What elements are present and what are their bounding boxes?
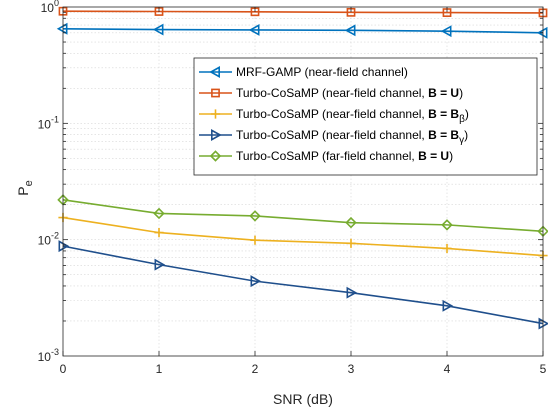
x-tick-label: 2 [252,362,259,376]
series-1 [56,22,548,39]
data-point [58,240,70,253]
y-tick-label: 10-2 [38,231,59,248]
series-line [62,199,544,233]
series-line [62,10,544,14]
x-tick-label: 5 [540,362,547,376]
data-point [441,219,453,231]
x-axis-label: SNR (dB) [273,391,333,407]
legend-label: MRF-GAMP (near-field channel) [236,65,408,79]
series-line [62,216,544,257]
series-layer [56,6,548,330]
data-point [346,286,358,299]
x-tick-label: 1 [156,362,163,376]
y-tick-label: 10-1 [38,114,59,131]
series-line [62,245,544,325]
y-axis-label: Pe [15,180,35,195]
legend-marker [209,150,222,162]
legend-item: Turbo-CoSaMP (near-field channel, B = Bβ… [199,107,469,125]
legend-marker [211,88,220,98]
legend: MRF-GAMP (near-field channel) Turbo-CoSaM… [193,57,538,176]
x-tick-label: 4 [444,362,451,376]
data-point [154,228,164,238]
x-tick-label: 0 [60,362,67,376]
series-line [62,27,544,34]
legend-marker [211,129,222,141]
y-tick-label: 10-3 [38,347,59,364]
data-point [152,23,164,36]
data-point [442,299,454,312]
legend-label: Turbo-CoSaMP (near-field channel, B = Bγ… [236,128,468,146]
data-point [344,24,356,37]
legend-item: Turbo-CoSaMP (far-field channel, B = U) [199,149,453,163]
legend-box [193,57,538,176]
data-point [440,25,452,38]
data-point [538,317,548,330]
legend-item: MRF-GAMP (near-field channel) [199,65,408,79]
data-point [250,275,262,288]
data-point [154,258,166,271]
legend-label: Turbo-CoSaMP (near-field channel, B = U) [236,86,463,100]
y-tick-label: 100 [41,0,59,15]
data-point [56,22,68,35]
legend-item: Turbo-CoSaMP (near-field channel, B = Bγ… [199,128,468,146]
data-point [345,216,357,229]
legend-label: Turbo-CoSaMP (far-field channel, B = U) [236,149,453,163]
data-point [153,207,165,220]
axes: 0 1 2 3 4 5 10-3 10-2 10-1 100 [38,0,547,376]
data-point [248,23,260,36]
data-point [442,243,452,254]
series-4 [58,240,548,330]
legend-marker [210,109,221,119]
legend-label: Turbo-CoSaMP (near-field channel, B = Bβ… [236,107,469,125]
plot-frame [62,6,544,357]
legend-marker [209,66,220,78]
data-point [250,235,260,245]
data-point [536,26,548,39]
legend-item: Turbo-CoSaMP (near-field channel, B = U) [199,86,463,100]
data-point [249,210,261,222]
x-tick-label: 3 [348,362,355,376]
data-point [346,238,356,248]
